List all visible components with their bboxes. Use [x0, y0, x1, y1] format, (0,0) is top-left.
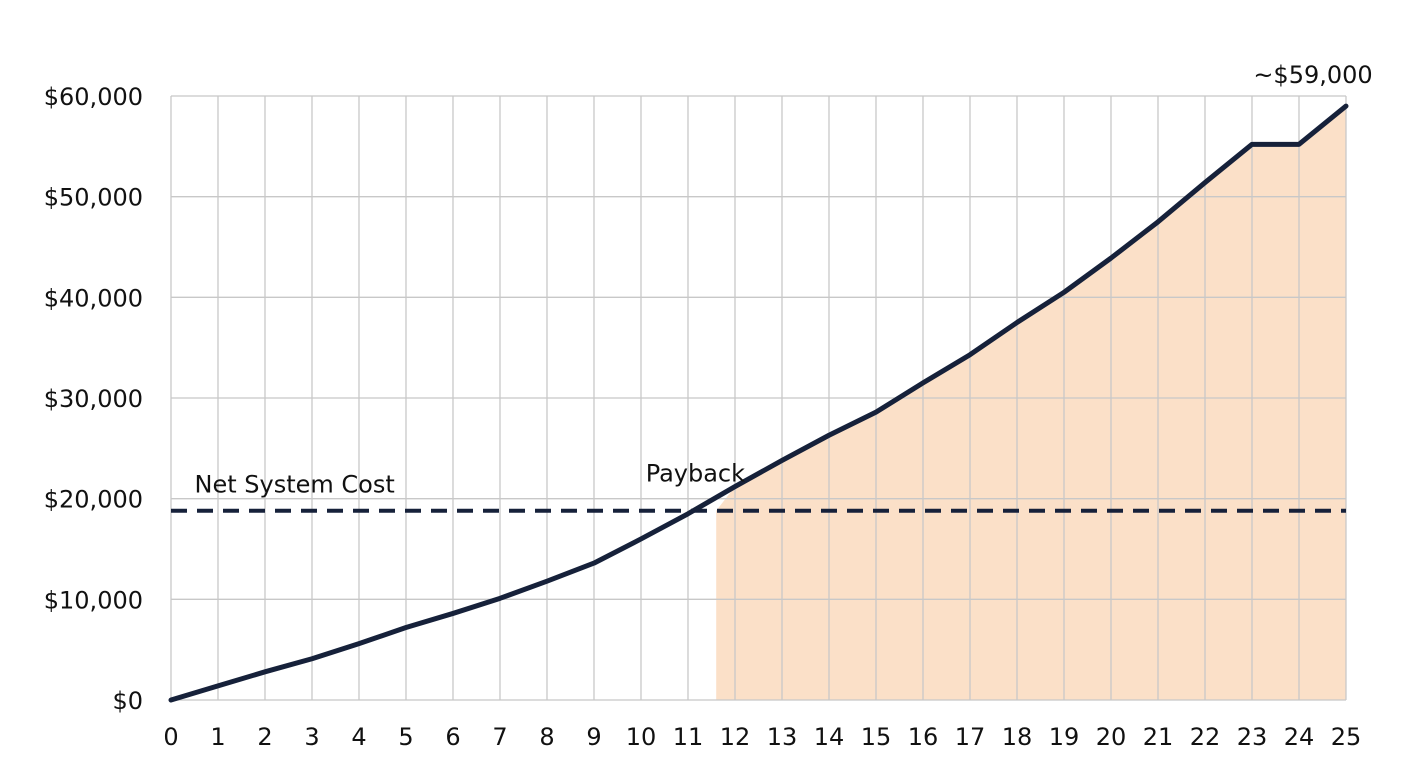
y-tick-label: $40,000 — [44, 284, 143, 312]
net-system-cost-label: Net System Cost — [195, 471, 395, 499]
x-tick-label: 18 — [1002, 723, 1033, 751]
shade-polygon — [716, 106, 1346, 701]
x-tick-label: 12 — [720, 723, 751, 751]
x-tick-label: 6 — [445, 723, 460, 751]
x-tick-label: 20 — [1096, 723, 1127, 751]
x-tick-label: 23 — [1237, 723, 1268, 751]
x-tick-label: 8 — [539, 723, 554, 751]
x-tick-label: 3 — [304, 723, 319, 751]
y-tick-label: $10,000 — [44, 586, 143, 614]
x-tick-label: 13 — [767, 723, 798, 751]
x-tick-label: 9 — [586, 723, 601, 751]
x-tick-label: 21 — [1143, 723, 1174, 751]
y-axis-labels: $0 $10,000 $20,000 $30,000 $40,000 $50,000 $60… — [44, 83, 143, 715]
x-tick-label: 24 — [1284, 723, 1315, 751]
x-tick-label: 11 — [673, 723, 704, 751]
final-value-label: ~$59,000 — [1253, 61, 1372, 89]
x-tick-label: 7 — [492, 723, 507, 751]
cumulative-savings-line — [168, 103, 1349, 703]
y-tick-label: $30,000 — [44, 385, 143, 413]
x-tick-label: 17 — [955, 723, 986, 751]
payback-label: Payback — [646, 459, 745, 487]
x-axis-labels: 0 1 2 3 4 5 6 7 8 9 10 11 12 13 14 15 16 17 18 19 20 21 22 23 24… — [163, 723, 1361, 751]
x-tick-label: 25 — [1331, 723, 1362, 751]
y-tick-label: $20,000 — [44, 486, 143, 514]
x-tick-label: 0 — [163, 723, 178, 751]
x-tick-label: 16 — [908, 723, 939, 751]
x-tick-label: 15 — [861, 723, 892, 751]
x-tick-label: 22 — [1190, 723, 1221, 751]
x-tick-label: 4 — [351, 723, 366, 751]
x-tick-label: 10 — [626, 723, 657, 751]
y-tick-label: $0 — [112, 687, 143, 715]
y-tick-label: $60,000 — [44, 83, 143, 111]
x-tick-label: 2 — [257, 723, 272, 751]
x-tick-label: 19 — [1049, 723, 1080, 751]
x-tick-label: 1 — [210, 723, 225, 751]
x-tick-label: 14 — [814, 723, 845, 751]
y-tick-label: $50,000 — [44, 184, 143, 212]
x-tick-label: 5 — [398, 723, 413, 751]
grid — [170, 95, 1347, 701]
savings-shaded-area — [716, 106, 1346, 701]
